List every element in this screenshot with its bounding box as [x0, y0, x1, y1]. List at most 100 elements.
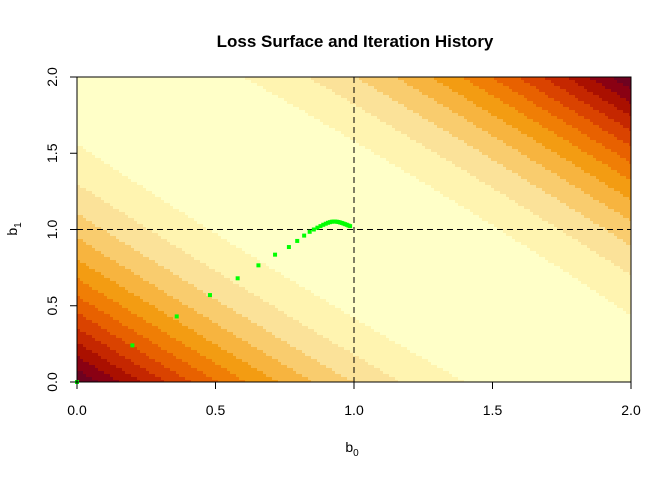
contour-cell — [494, 80, 498, 84]
contour-cell — [398, 107, 402, 111]
contour-cell — [125, 77, 129, 81]
contour-cell — [206, 92, 210, 96]
contour-cell — [557, 89, 561, 93]
contour-cell — [509, 95, 513, 99]
contour-cell — [626, 86, 630, 90]
contour-cell — [425, 77, 429, 81]
contour-cell — [227, 86, 231, 90]
contour-cell — [233, 92, 237, 96]
contour-cell — [134, 83, 138, 87]
contour-cell — [323, 92, 327, 96]
contour-cell — [365, 86, 369, 90]
contour-cell — [170, 86, 174, 90]
contour-cell — [281, 86, 285, 90]
contour-cell — [287, 89, 291, 93]
contour-cell — [359, 107, 363, 111]
contour-cell — [89, 107, 93, 111]
contour-cell — [176, 89, 180, 93]
contour-cell — [176, 101, 180, 105]
contour-cell — [557, 101, 561, 105]
contour-cell — [251, 89, 255, 93]
contour-cell — [371, 92, 375, 96]
contour-cell — [317, 80, 321, 84]
contour-cell — [251, 80, 255, 84]
contour-cell — [386, 107, 390, 111]
contour-cell — [413, 89, 417, 93]
contour-cell — [554, 101, 558, 105]
contour-cell — [104, 107, 108, 111]
contour-cell — [359, 104, 363, 108]
contour-cell — [335, 83, 339, 87]
contour-cell — [182, 101, 186, 105]
contour-cell — [104, 80, 108, 84]
contour-cell — [413, 104, 417, 108]
contour-cell — [614, 86, 618, 90]
contour-cell — [428, 107, 432, 111]
contour-cell — [104, 83, 108, 87]
contour-cell — [143, 92, 147, 96]
contour-cell — [434, 107, 438, 111]
contour-cell — [272, 95, 276, 99]
contour-cell — [335, 104, 339, 108]
contour-cell — [620, 89, 624, 93]
contour-cell — [284, 95, 288, 99]
contour-cell — [608, 83, 612, 87]
contour-cell — [155, 80, 159, 84]
contour-cell — [206, 101, 210, 105]
contour-cell — [356, 89, 360, 93]
contour-cell — [590, 104, 594, 108]
contour-cell — [401, 92, 405, 96]
contour-cell — [515, 92, 519, 96]
contour-cell — [107, 89, 111, 93]
contour-cell — [176, 104, 180, 108]
contour-cell — [446, 92, 450, 96]
contour-cell — [137, 86, 141, 90]
contour-cell — [491, 89, 495, 93]
contour-cell — [584, 80, 588, 84]
contour-cell — [608, 95, 612, 99]
contour-cell — [134, 92, 138, 96]
contour-cell — [404, 83, 408, 87]
contour-cell — [350, 89, 354, 93]
contour-cell — [125, 98, 129, 102]
contour-cell — [527, 80, 531, 84]
contour-cell — [338, 95, 342, 99]
contour-cell — [560, 95, 564, 99]
contour-cell — [227, 89, 231, 93]
contour-cell — [356, 101, 360, 105]
contour-cell — [362, 92, 366, 96]
contour-cell — [158, 77, 162, 81]
contour-cell — [197, 98, 201, 102]
contour-cell — [353, 80, 357, 84]
contour-cell — [536, 92, 540, 96]
contour-cell — [152, 104, 156, 108]
contour-cell — [416, 89, 420, 93]
contour-cell — [617, 80, 621, 84]
contour-cell — [386, 98, 390, 102]
contour-cell — [203, 89, 207, 93]
contour-cell — [389, 77, 393, 81]
contour-cell — [602, 80, 606, 84]
contour-cell — [320, 107, 324, 111]
contour-cell — [182, 92, 186, 96]
contour-cell — [527, 77, 531, 81]
contour-cell — [470, 101, 474, 105]
contour-cell — [545, 86, 549, 90]
contour-cell — [605, 89, 609, 93]
contour-cell — [374, 95, 378, 99]
contour-cell — [335, 77, 339, 81]
contour-cell — [92, 80, 96, 84]
contour-cell — [605, 83, 609, 87]
contour-cell — [125, 101, 129, 105]
contour-cell — [176, 95, 180, 99]
contour-cell — [212, 107, 216, 111]
contour-cell — [92, 95, 96, 99]
contour-cell — [251, 86, 255, 90]
contour-cell — [113, 95, 117, 99]
contour-cell — [107, 98, 111, 102]
contour-cell — [131, 107, 135, 111]
contour-cell — [344, 107, 348, 111]
contour-cell — [344, 104, 348, 108]
contour-cell — [230, 95, 234, 99]
contour-cell — [620, 77, 624, 81]
